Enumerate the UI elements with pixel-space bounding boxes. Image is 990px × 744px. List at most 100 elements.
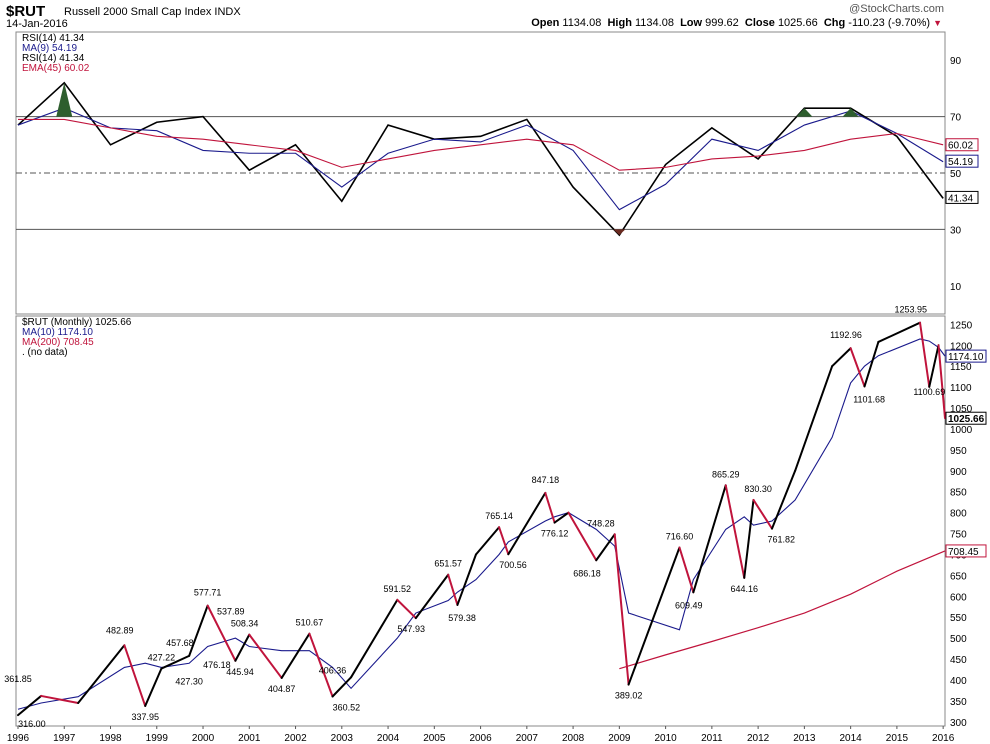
price-tick-label: 1200	[950, 341, 973, 352]
price-tick-label: 800	[950, 509, 967, 520]
price-tick-label: 850	[950, 488, 967, 499]
price-tick-label: 450	[950, 655, 967, 666]
chart-date: 14-Jan-2016	[6, 18, 68, 30]
chg-label: Chg	[823, 17, 846, 29]
rsi-tick-label: 90	[950, 56, 962, 67]
price-segment	[919, 321, 931, 388]
down-arrow-icon: ▼	[933, 18, 942, 28]
price-segment	[206, 604, 237, 662]
price-tick-label: 550	[950, 613, 967, 624]
price-data-label: 508.34	[231, 619, 259, 629]
x-tick-label: 2007	[516, 733, 539, 744]
x-tick-label: 2011	[701, 733, 723, 744]
price-segment	[770, 469, 797, 530]
price-segment	[613, 533, 630, 686]
ohlc-bar: Open 1134.08 High 1134.08 Low 999.62 Clo…	[531, 17, 942, 29]
price-tick-label: 1050	[950, 404, 973, 415]
price-segment	[414, 573, 450, 620]
price-segment	[849, 347, 866, 388]
low-value: 999.62	[705, 17, 739, 29]
price-tick-label: 750	[950, 530, 967, 541]
x-tick-label: 1999	[146, 733, 169, 744]
price-segment	[752, 498, 773, 530]
price-segment	[863, 340, 880, 388]
price-segment	[567, 511, 598, 562]
x-tick-label: 2000	[192, 733, 215, 744]
price-data-label: 1253.95	[894, 305, 927, 315]
price-legend-item: $RUT (Monthly) 1025.66	[22, 317, 132, 328]
price-tick-label: 600	[950, 592, 967, 603]
high-label: High	[607, 17, 632, 29]
x-tick-label: 2010	[654, 733, 677, 744]
price-segment	[456, 553, 477, 606]
rsi-value-label: 60.02	[948, 141, 973, 152]
rsi-value-box	[945, 138, 979, 152]
rsi-value-label: 54.19	[948, 157, 973, 168]
price-data-label: 316.00	[18, 719, 46, 729]
price-data-label: 389.02	[615, 691, 643, 701]
price-data-label: 427.30	[175, 677, 203, 687]
rsi-value-box	[945, 154, 979, 168]
price-data-label: 547.93	[397, 624, 425, 634]
rsi-legend-item: MA(9) 54.19	[22, 43, 77, 54]
price-data-label: 686.18	[573, 568, 601, 578]
price-data-label: 776.12	[541, 529, 569, 539]
price-segment	[308, 632, 334, 698]
rsi-legend-item: EMA(45) 60.02	[22, 63, 90, 74]
price-tick-label: 650	[950, 571, 967, 582]
symbol: $RUT	[6, 3, 46, 20]
x-tick-label: 2006	[469, 733, 492, 744]
price-segment	[331, 676, 353, 698]
rsi-overbought-fill	[842, 108, 859, 117]
price-data-label: 510.67	[296, 618, 324, 628]
price-value-label: 1174.10	[948, 352, 984, 363]
rsi-tick-label: 10	[950, 282, 962, 293]
price-segment	[937, 344, 946, 420]
x-tick-label: 1997	[53, 733, 76, 744]
price-data-label: 1100.69	[913, 387, 945, 397]
price-segment	[248, 633, 283, 679]
x-tick-label: 2014	[840, 733, 863, 744]
price-value-box	[945, 349, 987, 363]
close-value: 1025.66	[777, 17, 818, 29]
price-legend-item: . (no data)	[22, 347, 68, 358]
price-segment	[396, 598, 417, 620]
price-data-label: 445.94	[226, 667, 254, 677]
x-tick-label: 2001	[238, 733, 261, 744]
price-data-label: 591.52	[384, 584, 412, 594]
price-data-label: 651.57	[434, 559, 462, 569]
price-segment	[627, 546, 681, 686]
price-segment	[724, 484, 746, 579]
price-segment	[280, 632, 311, 679]
ma200-line	[619, 550, 946, 670]
price-tick-label: 1100	[950, 383, 972, 394]
price-value-label: 1025.66	[948, 414, 985, 425]
price-value-label: 708.45	[948, 547, 979, 558]
price-segment	[507, 491, 547, 556]
price-data-label: 1192.96	[830, 330, 862, 340]
price-tick-label: 900	[950, 467, 967, 478]
rsi-line	[17, 81, 944, 237]
chart-title: Russell 2000 Small Cap Index INDX	[64, 6, 241, 18]
high-value: 1134.08	[634, 17, 674, 29]
price-data-label: 716.60	[666, 532, 694, 542]
x-tick-label: 2015	[886, 733, 909, 744]
rsi-overbought-fill	[56, 82, 73, 117]
price-segment	[678, 546, 695, 594]
x-tick-label: 1996	[7, 733, 30, 744]
price-data-label: 360.52	[333, 702, 361, 712]
rsi-legend-item: RSI(14) 41.34	[22, 53, 85, 64]
price-frame	[15, 315, 946, 727]
price-data-label: 476.18	[203, 660, 231, 670]
price-data-label: 579.38	[448, 613, 476, 623]
x-tick-label: 2013	[793, 733, 816, 744]
price-data-label: 830.30	[744, 484, 772, 494]
price-data-label: 1101.68	[853, 394, 885, 404]
price-data-label: 537.89	[217, 606, 245, 616]
price-segment	[544, 491, 556, 524]
x-tick-label: 2008	[562, 733, 585, 744]
rsi-tick-label: 70	[950, 113, 962, 124]
price-segment	[144, 667, 163, 707]
price-segment	[794, 365, 834, 472]
